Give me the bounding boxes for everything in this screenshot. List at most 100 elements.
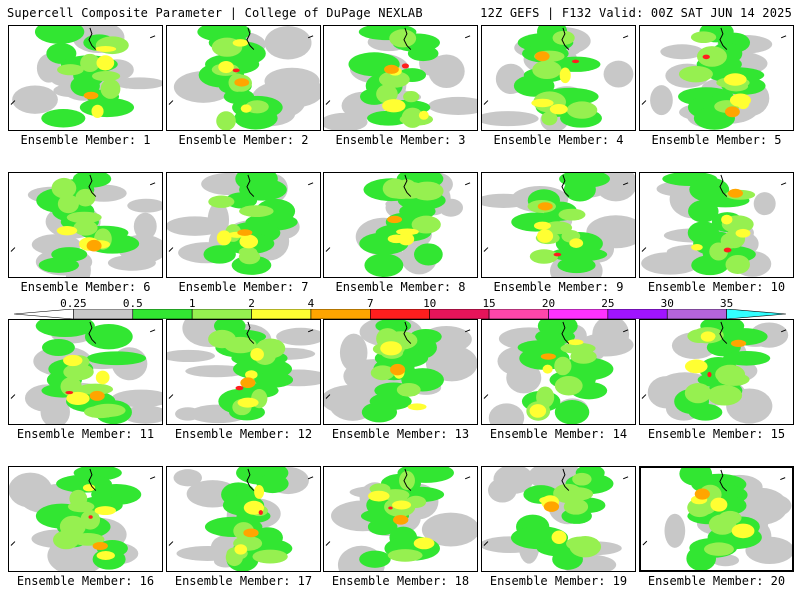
scp-contour-1 xyxy=(709,242,728,261)
scp-contour-1 xyxy=(387,549,423,562)
coastline xyxy=(168,247,174,252)
great-lakes-outline xyxy=(403,27,412,50)
scp-field xyxy=(642,468,792,570)
coastline xyxy=(307,182,314,186)
scp-contour-2 xyxy=(254,484,265,499)
scp-contour-2 xyxy=(396,228,419,236)
member-caption: Ensemble Member: 5 xyxy=(651,133,782,147)
scp-map[interactable] xyxy=(166,172,321,278)
scp-contour-0-5 xyxy=(688,200,719,223)
coastline xyxy=(10,541,16,546)
scp-contour-2 xyxy=(239,234,259,249)
great-lakes-outline xyxy=(719,321,728,344)
scp-contour-1 xyxy=(536,386,555,408)
scp-contour-7 xyxy=(707,371,712,378)
scp-contour-1 xyxy=(411,215,441,234)
colorbar-swatch xyxy=(726,309,786,319)
scp-map[interactable] xyxy=(8,25,163,131)
colorbar-tick-label: 0.25 xyxy=(60,297,87,310)
scp-map[interactable] xyxy=(481,25,636,131)
scp-contour-0-25 xyxy=(127,198,162,213)
scp-field xyxy=(641,173,787,277)
member-caption: Ensemble Member: 11 xyxy=(16,427,155,441)
scp-contour-2 xyxy=(94,506,116,516)
scp-map[interactable] xyxy=(323,172,478,278)
coastline xyxy=(10,100,16,105)
scp-contour-1 xyxy=(553,483,583,504)
scp-contour-0-25 xyxy=(664,513,686,548)
scp-contour-0-5 xyxy=(256,474,289,494)
scp-contour-2 xyxy=(533,221,551,230)
scp-contour-2 xyxy=(216,230,232,246)
scp-contour-2 xyxy=(380,341,402,356)
great-lakes-outline xyxy=(719,469,728,492)
scp-contour-0-5 xyxy=(34,26,85,44)
coastline xyxy=(622,35,629,39)
great-lakes-outline xyxy=(246,468,255,491)
coastline xyxy=(641,100,647,105)
scp-contour-1 xyxy=(403,90,420,103)
scp-map[interactable] xyxy=(639,172,794,278)
great-lakes-outline xyxy=(88,468,97,491)
scp-contour-4 xyxy=(393,514,409,525)
scp-contour-1 xyxy=(552,30,575,45)
scp-contour-2 xyxy=(407,403,427,411)
scp-contour-1 xyxy=(718,510,742,525)
coastline xyxy=(622,329,629,333)
member-caption: Ensemble Member: 10 xyxy=(647,280,786,294)
scp-contour-0-25 xyxy=(264,26,312,60)
coastline xyxy=(464,182,471,186)
valid-time-title: 12Z GEFS | F132 Valid: 00Z SAT JUN 14 20… xyxy=(480,6,792,20)
scp-contour-0-5 xyxy=(42,338,75,356)
scp-contour-1 xyxy=(224,336,257,354)
scp-contour-4 xyxy=(387,215,403,224)
scp-map[interactable] xyxy=(481,466,636,572)
colorbar-swatch xyxy=(73,309,134,319)
scp-contour-2 xyxy=(735,228,751,238)
member-caption: Ensemble Member: 15 xyxy=(647,427,786,441)
scp-map[interactable] xyxy=(8,466,163,572)
scp-contour-0-5 xyxy=(563,177,596,202)
member-caption: Ensemble Member: 1 xyxy=(20,133,151,147)
scp-map[interactable] xyxy=(639,466,794,572)
scp-map[interactable] xyxy=(166,466,321,572)
scp-contour-4 xyxy=(540,353,556,360)
scp-contour-0-25 xyxy=(175,407,201,421)
scp-contour-1 xyxy=(678,65,713,83)
member-caption: Ensemble Member: 6 xyxy=(20,280,151,294)
scp-contour-2 xyxy=(250,348,264,361)
colorbar-tick-label: 20 xyxy=(541,297,556,310)
scp-field xyxy=(641,320,789,424)
scp-contour-4 xyxy=(234,78,250,87)
scp-contour-2 xyxy=(529,404,547,418)
scp-contour-1 xyxy=(532,60,562,80)
scp-map[interactable] xyxy=(8,172,163,278)
scp-map[interactable] xyxy=(481,319,636,425)
scp-contour-7 xyxy=(232,68,240,73)
colorbar-swatch xyxy=(429,309,490,319)
scp-contour-4 xyxy=(83,91,99,100)
scp-contour-2 xyxy=(418,110,429,120)
scp-contour-1 xyxy=(572,472,592,486)
scp-contour-0-25 xyxy=(324,112,368,130)
scp-map[interactable] xyxy=(323,25,478,131)
great-lakes-outline xyxy=(88,27,97,50)
great-lakes-outline xyxy=(246,321,255,344)
scp-contour-1 xyxy=(245,100,269,114)
scp-contour-1 xyxy=(554,376,583,396)
coastline xyxy=(149,35,156,39)
scp-map[interactable] xyxy=(323,466,478,572)
scp-field xyxy=(10,173,162,277)
scp-map[interactable] xyxy=(639,25,794,131)
scp-map[interactable] xyxy=(481,172,636,278)
coastline xyxy=(149,329,156,333)
coastline xyxy=(483,541,489,546)
coastline xyxy=(464,35,471,39)
scp-map[interactable] xyxy=(166,25,321,131)
scp-map[interactable] xyxy=(323,319,478,425)
scp-field xyxy=(168,467,314,571)
scp-map[interactable] xyxy=(639,319,794,425)
scp-map[interactable] xyxy=(166,319,321,425)
scp-contour-2 xyxy=(567,339,584,346)
scp-map[interactable] xyxy=(8,319,163,425)
